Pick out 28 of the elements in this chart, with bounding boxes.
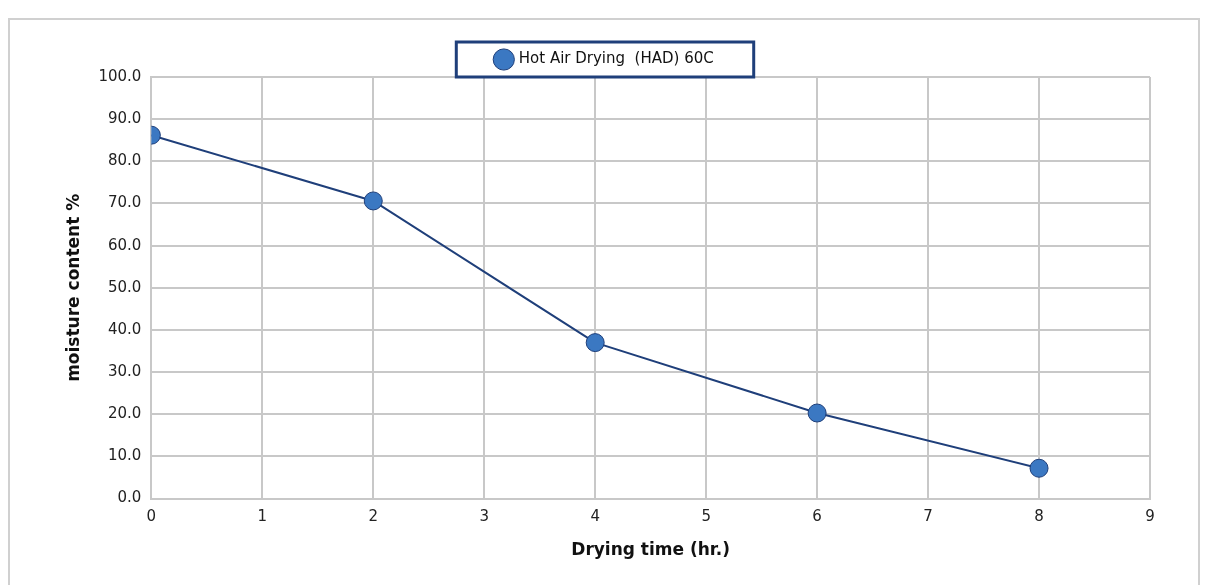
x-tick-label: 9 bbox=[1145, 507, 1155, 526]
y-axis-title: moisture content % bbox=[62, 193, 83, 382]
x-axis-title: Drying time (hr.) bbox=[571, 539, 731, 560]
y-tick-label: 80.0 bbox=[107, 151, 142, 170]
y-tick-label: 40.0 bbox=[107, 319, 142, 338]
point bbox=[807, 403, 827, 423]
legend-label: Hot Air Drying (HAD) 60C bbox=[518, 49, 714, 68]
point bbox=[363, 191, 383, 211]
y-tick-label: 60.0 bbox=[107, 235, 142, 254]
x-tick-label: 2 bbox=[368, 507, 379, 526]
x-tick-label: 6 bbox=[812, 507, 822, 526]
x-tick-label: 3 bbox=[479, 507, 489, 526]
y-tick-label: 20.0 bbox=[107, 404, 142, 423]
x-tick-label: 8 bbox=[1034, 507, 1044, 526]
x-tick-label: 1 bbox=[257, 507, 268, 526]
x-tick-label: 4 bbox=[590, 507, 600, 526]
y-tick-label: 10.0 bbox=[107, 446, 142, 465]
y-tick-label: 50.0 bbox=[107, 277, 142, 296]
y-tick-label: 30.0 bbox=[107, 362, 142, 381]
y-tick-label: 0.0 bbox=[117, 488, 142, 507]
point bbox=[1029, 458, 1049, 478]
y-tick-label: 90.0 bbox=[107, 109, 142, 128]
x-tick-label: 0 bbox=[146, 507, 157, 526]
y-tick-label: 70.0 bbox=[107, 193, 142, 212]
y-tick-label: 100.0 bbox=[98, 66, 142, 85]
point bbox=[585, 333, 605, 353]
x-tick-label: 5 bbox=[701, 507, 711, 526]
x-tick-label: 7 bbox=[923, 507, 933, 526]
